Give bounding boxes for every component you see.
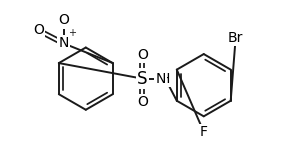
Text: O: O (33, 23, 44, 37)
Text: +: + (68, 28, 76, 38)
Text: H: H (160, 72, 170, 86)
Text: F: F (200, 125, 208, 139)
Text: O: O (137, 48, 148, 62)
Text: O: O (137, 95, 148, 109)
Text: N: N (156, 72, 166, 86)
Text: S: S (137, 70, 147, 88)
Text: O: O (58, 14, 69, 27)
Text: N: N (58, 36, 69, 50)
Text: Br: Br (228, 31, 244, 45)
